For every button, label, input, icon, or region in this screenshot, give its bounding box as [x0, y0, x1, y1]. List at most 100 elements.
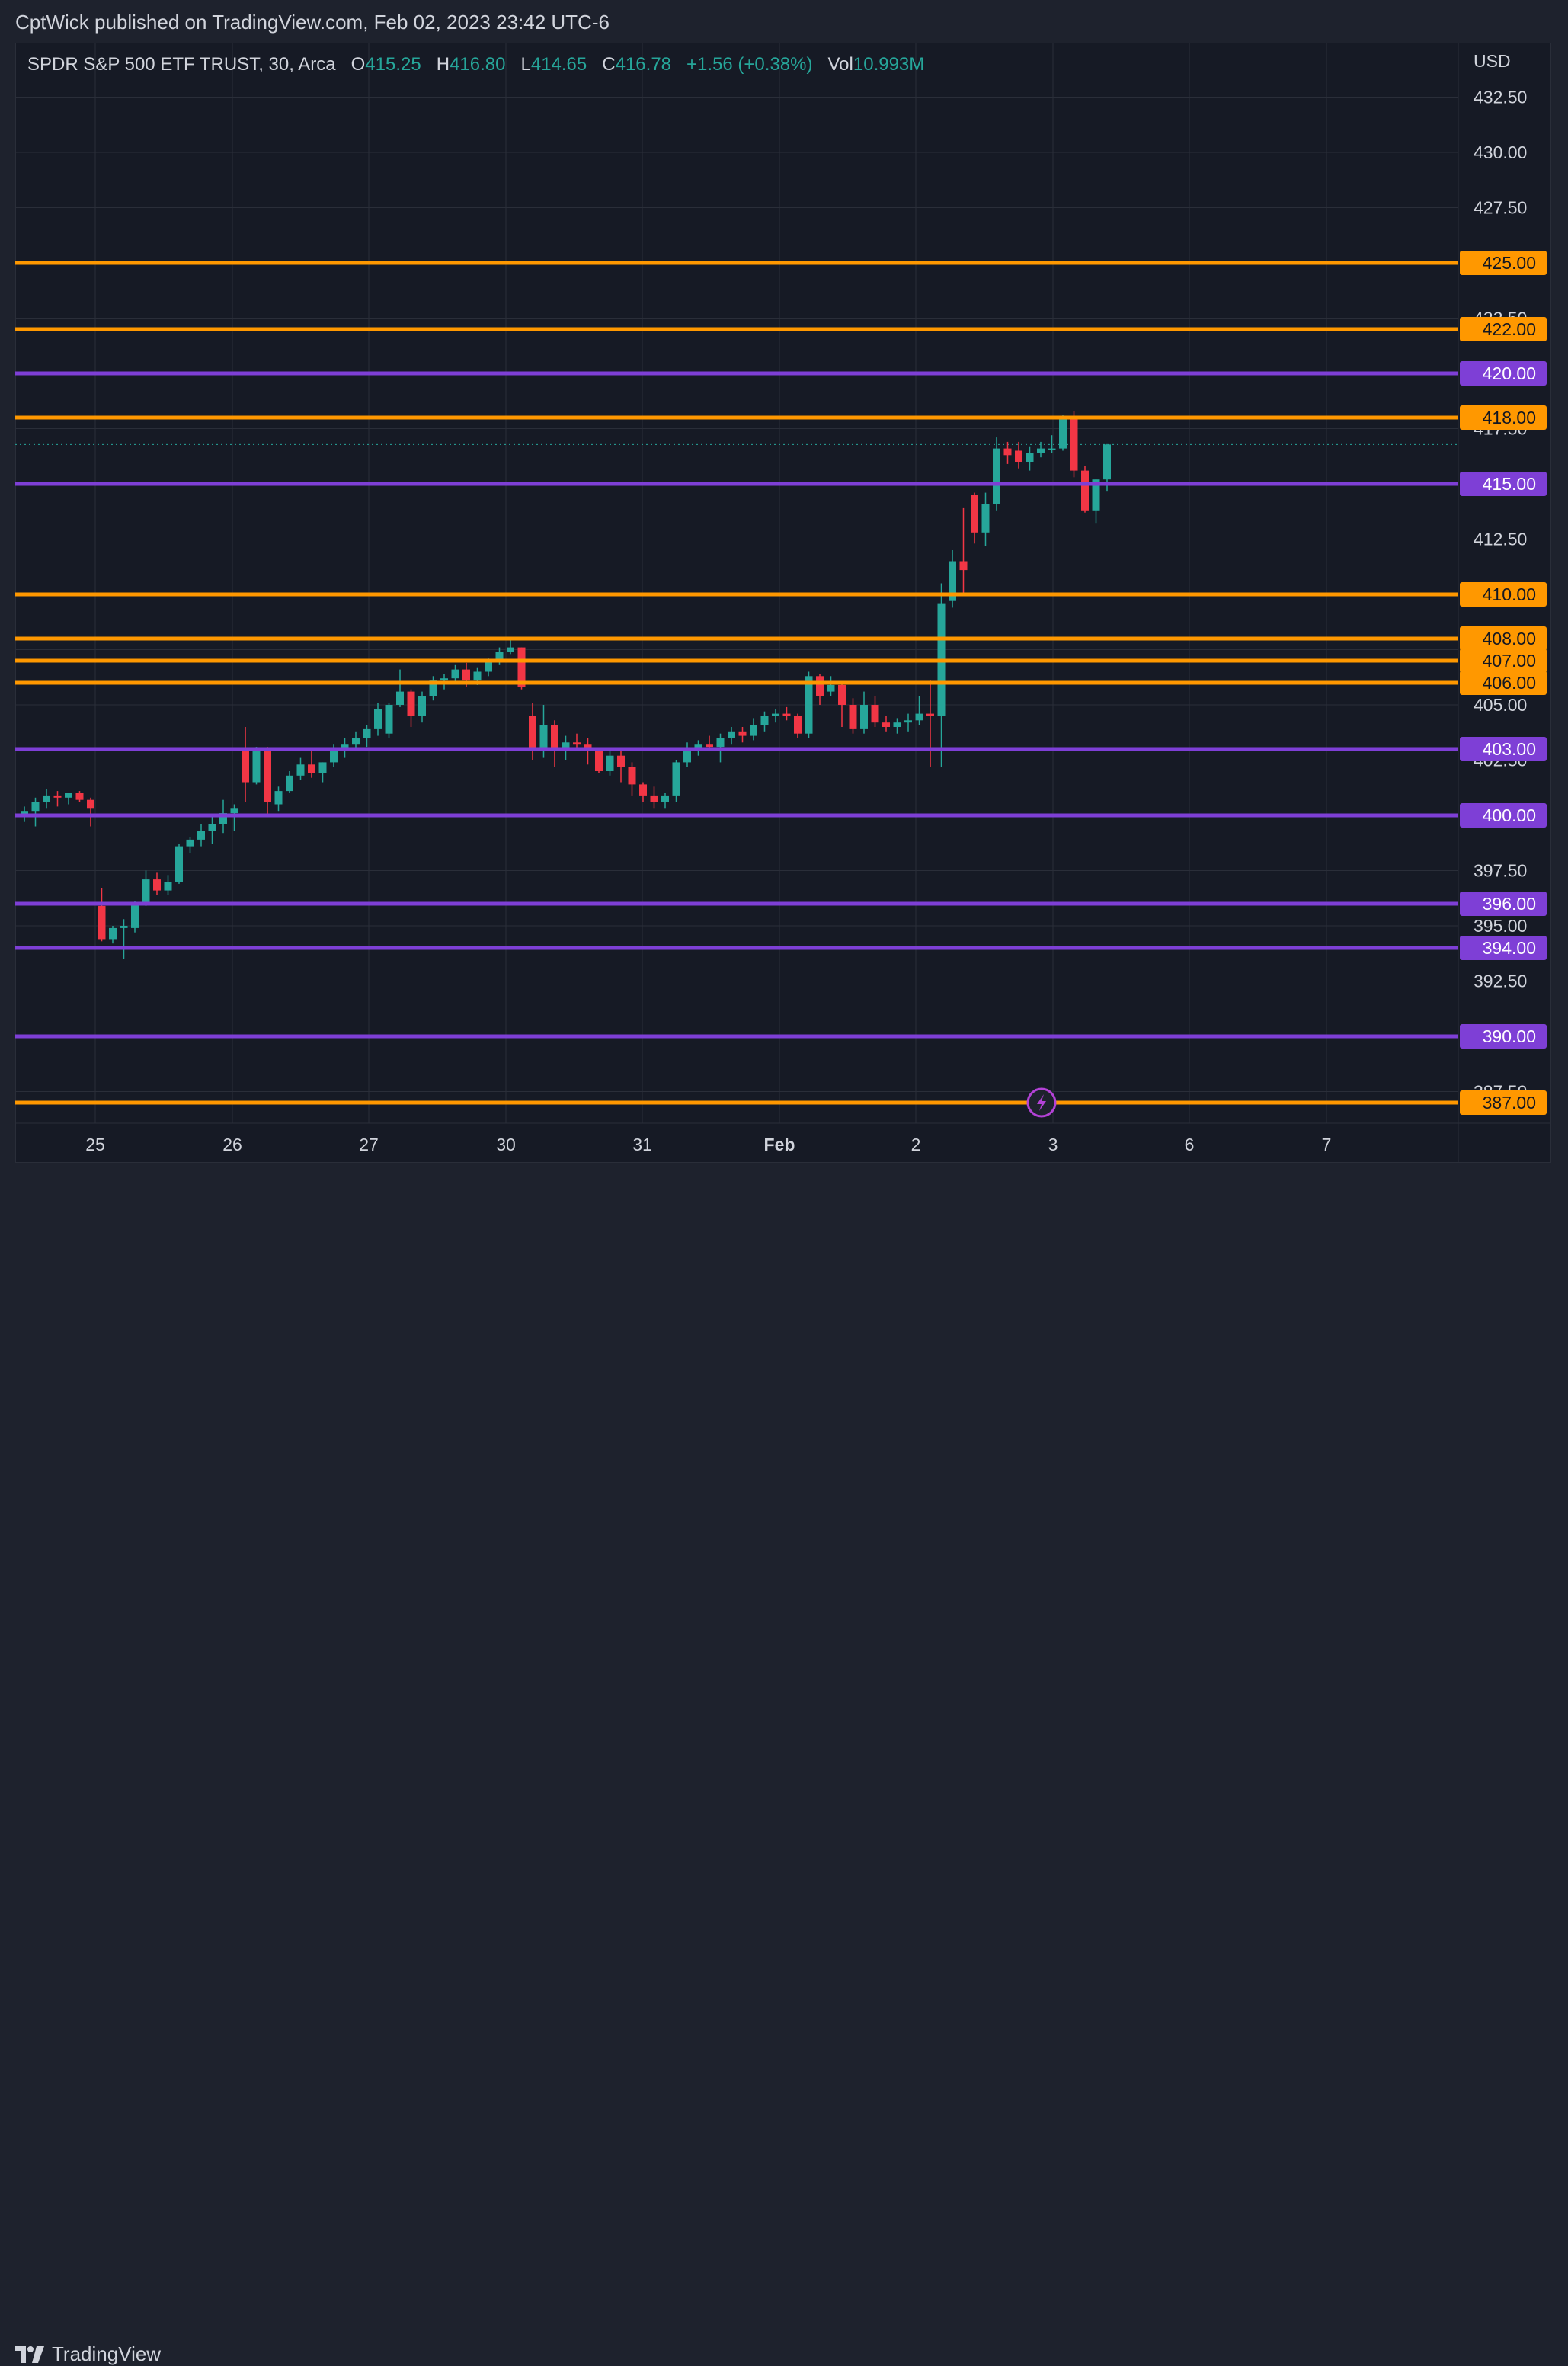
level-tag-420.00[interactable]: [1460, 361, 1547, 386]
candle-up[interactable]: [1048, 448, 1056, 450]
level-tag-418.00[interactable]: [1460, 405, 1547, 430]
candle-down[interactable]: [1015, 450, 1022, 463]
candle-up[interactable]: [661, 795, 669, 802]
candle-up[interactable]: [109, 927, 117, 940]
candle-down[interactable]: [838, 684, 846, 705]
candle-up[interactable]: [208, 824, 216, 831]
level-tag-410.00[interactable]: [1460, 582, 1547, 607]
candle-down[interactable]: [551, 725, 558, 749]
candle-up[interactable]: [750, 725, 757, 736]
candle-down[interactable]: [75, 793, 84, 800]
candle-up[interactable]: [1059, 418, 1067, 449]
candle-up[interactable]: [197, 831, 205, 840]
candle-up[interactable]: [65, 793, 72, 798]
candle-up[interactable]: [716, 738, 725, 748]
level-tag-403.00[interactable]: [1460, 737, 1547, 761]
candle-up[interactable]: [981, 504, 990, 533]
candle-up[interactable]: [31, 802, 40, 812]
candle-up[interactable]: [672, 762, 680, 796]
candle-up[interactable]: [318, 762, 327, 773]
candle-up[interactable]: [352, 738, 360, 745]
candle-up[interactable]: [21, 811, 28, 815]
candle-up[interactable]: [827, 684, 835, 692]
candle-down[interactable]: [959, 561, 968, 571]
candle-up[interactable]: [175, 846, 183, 882]
candle-up[interactable]: [805, 676, 813, 734]
candle-up[interactable]: [396, 691, 404, 705]
level-tag-415.00[interactable]: [1460, 472, 1547, 496]
candle-up[interactable]: [296, 764, 305, 776]
candle-down[interactable]: [650, 795, 658, 802]
candle-up[interactable]: [451, 669, 459, 679]
candle-down[interactable]: [98, 905, 106, 940]
candle-up[interactable]: [286, 775, 293, 792]
candle-up[interactable]: [429, 680, 437, 696]
candle-up[interactable]: [374, 709, 382, 729]
candle-up[interactable]: [772, 713, 779, 716]
candle-up[interactable]: [330, 751, 338, 763]
candle-down[interactable]: [1081, 470, 1089, 511]
candle-down[interactable]: [595, 751, 603, 771]
candle-down[interactable]: [1070, 418, 1078, 471]
candle-down[interactable]: [926, 713, 934, 716]
candle-down[interactable]: [153, 879, 161, 891]
candle-up[interactable]: [993, 448, 1000, 504]
candle-down[interactable]: [242, 749, 249, 783]
candle-up[interactable]: [274, 791, 283, 805]
level-tag-408.00[interactable]: [1460, 626, 1547, 651]
candlestick-chart[interactable]: 432.50430.00427.50425.00422.50420.00417.…: [0, 0, 1568, 1218]
candle-down[interactable]: [573, 742, 581, 745]
tradingview-logo[interactable]: TradingView: [15, 2342, 161, 2366]
candle-down[interactable]: [1003, 448, 1012, 456]
candle-down[interactable]: [882, 722, 890, 727]
candle-up[interactable]: [363, 728, 371, 738]
level-tag-390.00[interactable]: [1460, 1024, 1547, 1049]
candle-down[interactable]: [407, 691, 415, 716]
candle-down[interactable]: [517, 647, 526, 687]
candle-up[interactable]: [43, 795, 50, 802]
candle-up[interactable]: [252, 749, 261, 783]
level-tag-396.00[interactable]: [1460, 892, 1547, 916]
level-tag-425.00[interactable]: [1460, 251, 1547, 275]
candle-up[interactable]: [418, 696, 426, 716]
candle-up[interactable]: [142, 879, 150, 904]
candle-up[interactable]: [120, 926, 128, 928]
candle-up[interactable]: [694, 744, 702, 749]
candle-up[interactable]: [230, 808, 238, 814]
candle-up[interactable]: [385, 705, 393, 734]
candle-up[interactable]: [949, 561, 956, 601]
candle-down[interactable]: [87, 799, 94, 809]
candle-up[interactable]: [860, 705, 868, 729]
candle-up[interactable]: [893, 722, 901, 727]
candle-down[interactable]: [706, 744, 713, 748]
level-tag-407.00[interactable]: [1460, 648, 1547, 673]
level-tag-394.00[interactable]: [1460, 936, 1547, 960]
candle-down[interactable]: [794, 716, 802, 734]
candle-down[interactable]: [308, 764, 315, 773]
chart-frame[interactable]: [15, 43, 1551, 1163]
candle-up[interactable]: [606, 755, 614, 771]
candle-up[interactable]: [131, 904, 139, 928]
level-tag-400.00[interactable]: [1460, 803, 1547, 828]
candle-down[interactable]: [53, 795, 62, 798]
candle-up[interactable]: [1026, 453, 1034, 462]
candle-up[interactable]: [473, 671, 482, 681]
candle-up[interactable]: [186, 839, 194, 847]
candle-up[interactable]: [683, 749, 691, 763]
candle-down[interactable]: [816, 676, 824, 696]
candle-up[interactable]: [562, 742, 570, 749]
candle-up[interactable]: [1037, 448, 1045, 453]
candle-up[interactable]: [219, 813, 227, 824]
candle-down[interactable]: [529, 716, 536, 750]
candle-up[interactable]: [485, 661, 492, 672]
legend-symbol[interactable]: SPDR S&P 500 ETF TRUST, 30, Arca: [27, 54, 336, 75]
level-tag-422.00[interactable]: [1460, 317, 1547, 341]
candle-down[interactable]: [871, 705, 879, 723]
candle-down[interactable]: [639, 784, 647, 796]
candle-down[interactable]: [617, 755, 625, 767]
level-tag-387.00[interactable]: [1460, 1090, 1547, 1115]
candle-up[interactable]: [915, 713, 923, 721]
candle-up[interactable]: [495, 652, 504, 661]
candle-down[interactable]: [738, 731, 747, 736]
candle-up[interactable]: [728, 731, 735, 738]
